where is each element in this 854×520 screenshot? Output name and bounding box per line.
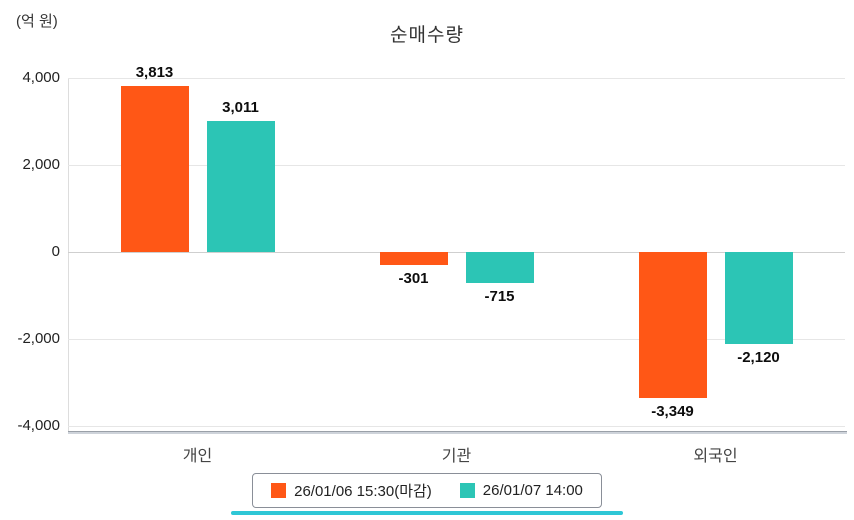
legend-item-series1: 26/01/06 15:30(마감): [271, 480, 432, 501]
value-label: 3,011: [222, 99, 259, 117]
bar: [379, 252, 448, 266]
y-tick-label: -4,000: [17, 417, 60, 434]
gridline: [68, 165, 845, 166]
gridline: [68, 252, 845, 253]
y-tick-label: -2,000: [17, 330, 60, 347]
value-label: -2,120: [737, 349, 780, 367]
chart-title: 순매수량: [390, 25, 464, 46]
bar: [120, 86, 189, 252]
bar: [206, 121, 275, 252]
plot-area: [68, 78, 845, 427]
y-axis-unit-label: (억 원): [16, 13, 58, 30]
legend-swatch-orange: [271, 483, 287, 498]
value-label: -301: [398, 270, 429, 288]
legend-label-series1: 26/01/06 15:30(마감): [294, 483, 432, 500]
gridline: [68, 339, 845, 340]
y-tick-label: 2,000: [22, 156, 60, 173]
y-tick-label: 4,000: [22, 69, 60, 86]
legend-item-series2: 26/01/07 14:00: [459, 482, 583, 499]
category-label: 기관: [441, 448, 472, 465]
y-axis-line: [68, 78, 69, 433]
gridline: [68, 78, 845, 79]
gridline: [68, 426, 845, 427]
value-label: -3,349: [651, 402, 694, 420]
legend-underline: [231, 511, 623, 515]
legend: 26/01/06 15:30(마감) 26/01/07 14:00: [0, 473, 854, 515]
x-axis-line: [68, 431, 847, 434]
bar: [638, 252, 707, 398]
value-label: 3,813: [135, 64, 174, 82]
bar: [724, 252, 793, 345]
legend-box: 26/01/06 15:30(마감) 26/01/07 14:00: [252, 473, 602, 508]
category-label: 외국인: [693, 448, 738, 465]
bar: [465, 252, 534, 284]
value-label: -715: [484, 288, 515, 306]
legend-label-series2: 26/01/07 14:00: [482, 482, 583, 499]
category-label: 개인: [182, 448, 213, 465]
legend-swatch-teal: [459, 483, 475, 498]
y-tick-label: 0: [51, 243, 60, 260]
